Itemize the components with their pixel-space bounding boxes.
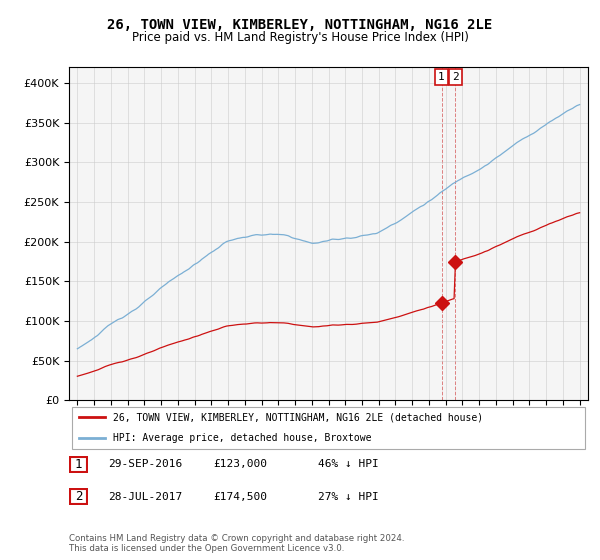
FancyBboxPatch shape bbox=[70, 489, 87, 504]
Text: 1: 1 bbox=[75, 458, 82, 471]
Text: 2: 2 bbox=[452, 72, 459, 82]
Text: HPI: Average price, detached house, Broxtowe: HPI: Average price, detached house, Brox… bbox=[113, 433, 371, 444]
Text: Price paid vs. HM Land Registry's House Price Index (HPI): Price paid vs. HM Land Registry's House … bbox=[131, 31, 469, 44]
FancyBboxPatch shape bbox=[70, 457, 87, 472]
Text: 28-JUL-2017: 28-JUL-2017 bbox=[108, 492, 182, 502]
Text: £174,500: £174,500 bbox=[213, 492, 267, 502]
Text: 26, TOWN VIEW, KIMBERLEY, NOTTINGHAM, NG16 2LE: 26, TOWN VIEW, KIMBERLEY, NOTTINGHAM, NG… bbox=[107, 18, 493, 32]
Text: Contains HM Land Registry data © Crown copyright and database right 2024.
This d: Contains HM Land Registry data © Crown c… bbox=[69, 534, 404, 553]
Text: 29-SEP-2016: 29-SEP-2016 bbox=[108, 459, 182, 469]
Text: 46% ↓ HPI: 46% ↓ HPI bbox=[318, 459, 379, 469]
Text: 27% ↓ HPI: 27% ↓ HPI bbox=[318, 492, 379, 502]
Text: 2: 2 bbox=[75, 490, 82, 503]
FancyBboxPatch shape bbox=[71, 407, 585, 449]
Text: £123,000: £123,000 bbox=[213, 459, 267, 469]
Text: 1: 1 bbox=[438, 72, 445, 82]
Text: 26, TOWN VIEW, KIMBERLEY, NOTTINGHAM, NG16 2LE (detached house): 26, TOWN VIEW, KIMBERLEY, NOTTINGHAM, NG… bbox=[113, 412, 483, 422]
